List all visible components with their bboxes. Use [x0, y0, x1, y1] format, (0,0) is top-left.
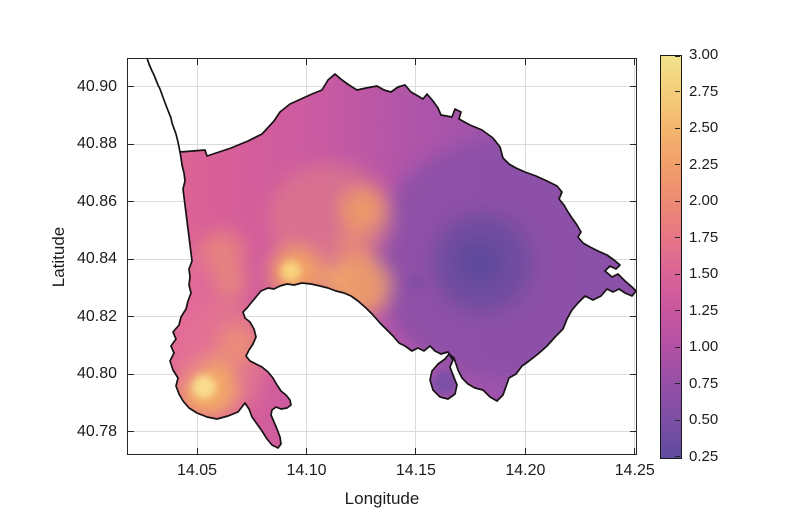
colorbar-tick-mark	[675, 383, 680, 385]
x-gridline	[634, 59, 636, 454]
colorbar-tick-mark	[675, 419, 680, 421]
y-tick-mark-right	[630, 258, 636, 260]
y-tick-label: 40.90	[76, 77, 117, 95]
land-boundary-outline	[169, 73, 637, 449]
colorbar	[660, 55, 682, 459]
y-tick-mark-left	[128, 258, 134, 260]
x-tick-label: 14.15	[395, 462, 436, 479]
colorbar-tick-label: 2.75	[689, 82, 719, 100]
y-tick-mark-right	[630, 86, 636, 88]
x-tick-mark-bottom	[415, 448, 417, 454]
colorbar-tick-label: 1.00	[689, 338, 719, 356]
y-tick-mark-left	[128, 431, 134, 433]
map-heatmap	[146, 58, 637, 449]
y-tick-mark-right	[630, 431, 636, 433]
x-tick-mark-top	[415, 59, 417, 65]
y-tick-mark-left	[128, 316, 134, 318]
x-gridline	[305, 59, 307, 454]
x-tick-mark-top	[524, 59, 526, 65]
colorbar-tick-mark	[675, 127, 680, 129]
x-gridline	[415, 59, 417, 454]
y-tick-mark-right	[630, 143, 636, 145]
colorbar-tick-label: 2.00	[689, 192, 719, 210]
colorbar-tick-label: 2.25	[689, 155, 719, 173]
x-tick-label: 14.25	[614, 462, 655, 479]
y-gridline	[128, 258, 636, 260]
colorbar-tick-label: 0.50	[689, 411, 719, 429]
y-tick-mark-left	[128, 373, 134, 375]
colorbar-tick-label: 0.75	[689, 374, 719, 392]
x-tick-label: 14.10	[286, 462, 327, 479]
y-tick-mark-right	[630, 201, 636, 203]
y-tick-label: 40.82	[76, 307, 117, 325]
plot-box	[127, 58, 637, 455]
x-axis-label: Longitude	[344, 489, 420, 508]
colorbar-tick-label: 3.00	[689, 46, 719, 63]
y-tick-label: 40.84	[76, 250, 117, 268]
colorbar-tick-mark	[675, 200, 680, 202]
x-tick-label: 14.05	[177, 462, 218, 479]
x-gridline	[196, 59, 198, 454]
y-tick-label: 40.88	[76, 135, 117, 153]
x-gridline	[524, 59, 526, 454]
y-gridline	[128, 201, 636, 203]
coastline	[146, 58, 181, 153]
y-gridline	[128, 373, 636, 375]
colorbar-tick-mark	[675, 273, 680, 275]
colorbar-tick-mark	[675, 346, 680, 348]
y-gridline	[128, 431, 636, 433]
colorbar-tick-label: 1.75	[689, 228, 719, 246]
colorbar-tick-mark	[675, 237, 680, 239]
colorbar-tick-mark	[675, 91, 680, 93]
y-gridline	[128, 316, 636, 318]
y-tick-label: 40.80	[76, 365, 117, 383]
colorbar-tick-mark	[675, 164, 680, 166]
x-tick-mark-bottom	[524, 448, 526, 454]
x-tick-mark-bottom	[305, 448, 307, 454]
y-tick-label: 40.78	[76, 422, 117, 440]
colorbar-tick-label: 0.25	[689, 448, 719, 465]
colorbar-tick-mark	[675, 310, 680, 312]
colorbar-tick-mark	[675, 55, 680, 57]
y-tick-mark-right	[630, 373, 636, 375]
y-tick-mark-left	[128, 201, 134, 203]
colorbar-tick-label: 1.25	[689, 301, 719, 319]
y-gridline	[128, 86, 636, 88]
x-tick-mark-bottom	[196, 448, 198, 454]
colorbar-tick-mark	[675, 455, 680, 457]
x-tick-mark-top	[196, 59, 198, 65]
y-tick-mark-left	[128, 143, 134, 145]
y-gridline	[128, 143, 636, 145]
x-tick-mark-top	[634, 59, 636, 65]
colorbar-tick-label: 2.50	[689, 119, 719, 137]
y-tick-mark-right	[630, 316, 636, 318]
colorbar-tick-label: 1.50	[689, 265, 719, 283]
y-tick-label: 40.86	[76, 192, 117, 210]
y-tick-mark-left	[128, 86, 134, 88]
x-tick-mark-top	[305, 59, 307, 65]
x-tick-mark-bottom	[634, 448, 636, 454]
heat-field	[170, 74, 636, 448]
x-tick-label: 14.20	[505, 462, 546, 479]
